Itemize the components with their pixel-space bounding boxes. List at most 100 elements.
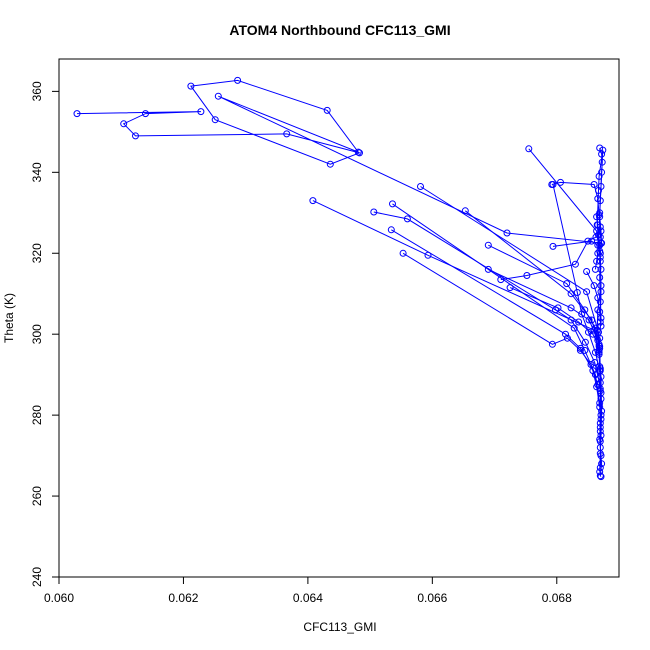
plot-area-frame (58, 58, 620, 578)
data-point (598, 158, 606, 166)
data-point (563, 280, 571, 288)
data-point (234, 76, 242, 84)
data-point (503, 229, 511, 237)
data-point (596, 468, 604, 476)
data-point (585, 316, 593, 324)
data-point (596, 472, 604, 480)
series-line (509, 287, 600, 347)
series-line (598, 147, 603, 468)
data-point (417, 183, 424, 190)
y-tick-label: 280 (30, 405, 44, 425)
series-line (488, 268, 599, 341)
data-point (370, 208, 378, 216)
data-point (132, 132, 139, 140)
data-point (596, 363, 604, 371)
data-point (596, 197, 604, 205)
data-point (187, 82, 195, 90)
data-point (120, 120, 128, 128)
data-point (525, 145, 533, 153)
data-point (597, 288, 605, 296)
data-point (596, 298, 604, 306)
data-point (598, 239, 606, 247)
data-point (596, 464, 604, 472)
data-point (597, 452, 605, 460)
data-point (563, 334, 571, 342)
data-point (591, 265, 599, 273)
y-tick-label: 360 (30, 81, 44, 101)
series-group (583, 268, 605, 330)
data-point (523, 272, 531, 279)
series-line (488, 244, 601, 349)
data-point (594, 249, 602, 257)
data-point (590, 181, 598, 188)
data-point (597, 314, 605, 322)
series-group (548, 178, 604, 241)
data-point (389, 200, 396, 208)
data-point (596, 334, 604, 342)
data-point (506, 284, 514, 292)
series-group (595, 144, 606, 472)
data-point (598, 150, 606, 158)
data-point (399, 249, 407, 257)
data-point (576, 344, 584, 352)
data-point (581, 338, 589, 346)
data-point (554, 304, 562, 312)
chart-title: ATOM4 Northbound CFC113_GMI (229, 22, 450, 38)
data-point (591, 348, 599, 356)
x-tick-label: 0.062 (168, 591, 198, 605)
series-line (552, 184, 601, 371)
data-point (597, 395, 605, 403)
series-group (506, 284, 603, 350)
data-point (598, 168, 606, 176)
data-point (594, 221, 602, 229)
series-group (387, 226, 604, 411)
series-line (500, 226, 601, 281)
data-point (571, 260, 579, 268)
data-point (497, 276, 505, 284)
series-group (417, 183, 605, 445)
data-point (484, 265, 492, 273)
data-point (403, 215, 411, 223)
y-tick-label: 240 (30, 567, 44, 587)
data-point (567, 304, 575, 312)
series-line (420, 186, 602, 442)
data-point (387, 226, 395, 234)
y-tick-label: 300 (30, 324, 44, 344)
data-point (585, 328, 592, 336)
data-point (583, 268, 591, 275)
data-point (596, 419, 604, 427)
data-point (597, 183, 605, 190)
series-group (370, 208, 605, 397)
data-point (142, 110, 149, 118)
data-point (597, 473, 605, 481)
data-point (593, 213, 601, 221)
series-line (586, 271, 602, 327)
x-axis: 0.060 0.062 0.064 0.066 0.068 (44, 576, 572, 605)
data-point (596, 274, 604, 281)
data-point (309, 197, 317, 205)
data-point (595, 231, 602, 239)
data-point (598, 407, 606, 415)
data-point (590, 282, 598, 290)
data-point (557, 178, 564, 186)
data-point (211, 116, 219, 124)
y-tick-label: 340 (30, 162, 44, 182)
data-point (214, 92, 222, 100)
data-point (583, 288, 591, 296)
data-point (598, 460, 606, 468)
x-tick-label: 0.068 (542, 591, 572, 605)
data-point (596, 403, 604, 411)
series-group (399, 249, 602, 389)
y-tick-label: 320 (30, 243, 44, 263)
data-point (596, 144, 604, 152)
y-axis: 240 260 280 300 320 340 360 (30, 81, 60, 587)
x-axis-label: CFC113_GMI (303, 620, 376, 634)
data-point (589, 367, 597, 375)
data-point (323, 106, 331, 114)
data-point (576, 346, 584, 354)
data-point (595, 350, 603, 358)
data-point (594, 241, 602, 249)
data-point (461, 207, 469, 215)
data-point (587, 361, 595, 368)
data-point (593, 257, 601, 265)
